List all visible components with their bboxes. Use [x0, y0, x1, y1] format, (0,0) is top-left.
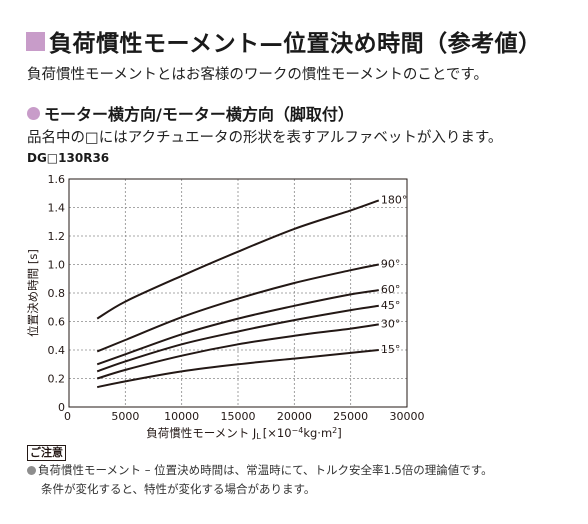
y-tick-label: 0.2 [48, 373, 66, 386]
section-heading: モーター横方向/モーター横方向（脚取付） [27, 101, 354, 125]
y-tick-label: 1.0 [48, 259, 66, 272]
caution-text-2: 条件が変化すると、特性が変化する場合があります。 [41, 482, 316, 496]
series-label: 15° [381, 343, 401, 356]
series-line [96, 289, 379, 366]
model-name: DG□130R36 [27, 151, 110, 165]
caution-label: ご注意 [27, 445, 66, 461]
x-tick-label: 25000 [333, 410, 368, 423]
chart-grid [69, 179, 407, 407]
x-axis-unit-exp: −4 [292, 426, 304, 435]
page-title-text: 負荷慣性モーメント—位置決め時間（参考値） [49, 31, 542, 57]
y-tick-label: 0.8 [48, 287, 66, 300]
y-tick-label: 1.4 [48, 202, 66, 215]
x-axis-unit-post: kg·m [303, 426, 332, 440]
series-line [96, 323, 379, 380]
x-tick-label: 5000 [111, 410, 139, 423]
y-tick-label: 0.4 [48, 344, 66, 357]
x-tick-label: 15000 [221, 410, 256, 423]
y-tick-label: 0 [58, 401, 65, 414]
x-axis-label-main: 負荷慣性モーメント J [146, 426, 256, 440]
title-square-icon [26, 31, 45, 51]
series-line [96, 304, 379, 373]
series-line [96, 263, 379, 353]
caution-line-1: 負荷慣性モーメント – 位置決め時間は、常温時にて、トルク安全率1.5倍の理論値… [27, 462, 493, 478]
plot-frame [68, 178, 408, 408]
x-tick-label: 30000 [390, 410, 425, 423]
bullet-circle-icon [27, 106, 40, 120]
series-line [96, 199, 380, 320]
x-tick-label: 0 [64, 410, 71, 423]
y-axis-label: 位置決め時間 [s] [26, 249, 40, 337]
x-axis-label: 負荷慣性モーメント JL [×10−4kg·m2] [146, 426, 342, 441]
x-axis-unit-exp2: 2 [332, 426, 337, 435]
series-lines [96, 199, 380, 389]
series-labels: 180° 90° 60° 45° 30° 15° [381, 193, 408, 356]
axis-ticks: 0 0.2 0.4 0.6 0.8 1.0 1.2 1.4 1.6 0 5000 10000 15000… [48, 173, 425, 423]
caution-text-1: 負荷慣性モーメント – 位置決め時間は、常温時にて、トルク安全率1.5倍の理論値… [38, 463, 493, 477]
series-label: 60° [381, 283, 401, 296]
series-label: 90° [381, 258, 401, 271]
y-tick-label: 0.6 [48, 316, 66, 329]
x-tick-label: 10000 [164, 410, 199, 423]
x-axis-unit-pre: [×10 [263, 426, 292, 440]
section-title: モーター横方向/モーター横方向（脚取付） [44, 105, 354, 124]
bullet-dot-icon [27, 465, 36, 475]
x-tick-label: 20000 [277, 410, 312, 423]
x-axis-unit-end: ] [337, 426, 342, 440]
series-label: 45° [381, 299, 401, 312]
page-title: 負荷慣性モーメント—位置決め時間（参考値） [26, 24, 542, 58]
y-tick-label: 1.2 [48, 230, 66, 243]
intro-text: 負荷慣性モーメントとはお客様のワークの慣性モーメントのことです。 [27, 67, 488, 83]
series-label: 180° [381, 193, 408, 206]
x-axis-label-sub: L [256, 432, 261, 441]
series-label: 30° [381, 317, 401, 330]
section-description: 品名中の□にはアクチュエータの形状を表すアルファベットが入ります。 [27, 130, 503, 146]
y-tick-label: 1.6 [48, 173, 66, 186]
series-line [96, 349, 379, 389]
positioning-time-chart: 0 0.2 0.4 0.6 0.8 1.0 1.2 1.4 1.6 0 5000 10000 15000… [26, 173, 425, 441]
